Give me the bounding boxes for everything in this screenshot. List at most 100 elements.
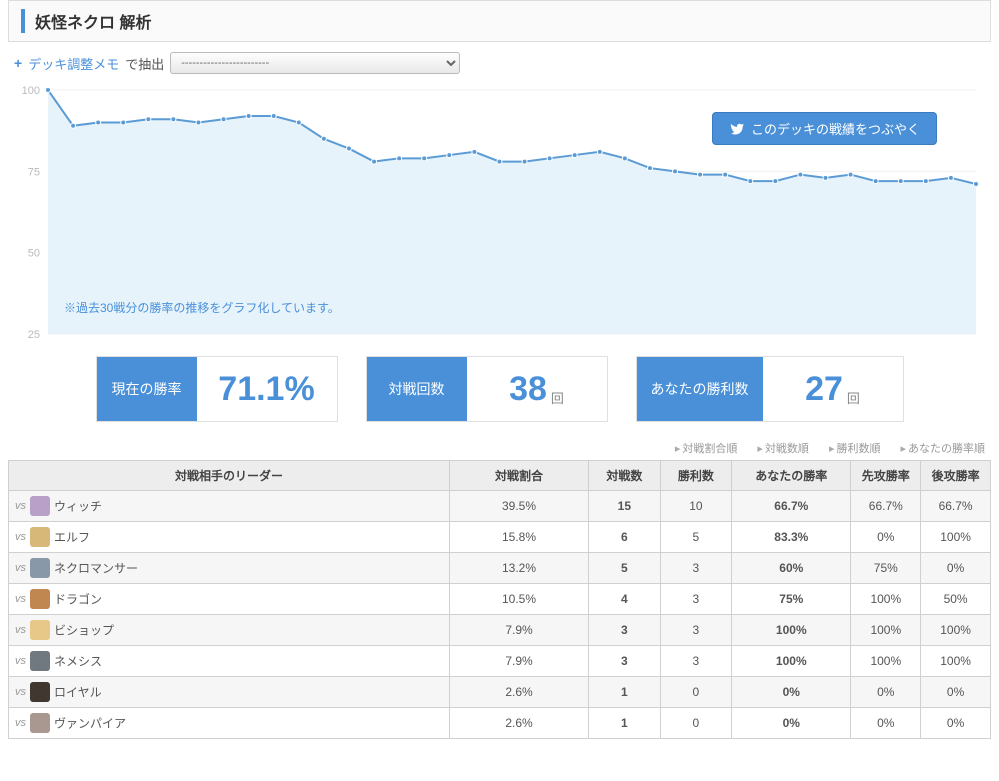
table-row: vsネメシス7.9%33100%100%100% <box>9 646 991 677</box>
tweet-label: このデッキの戦績をつぶやく <box>751 119 920 138</box>
chart-note: ※過去30戦分の勝率の推移をグラフ化しています。 <box>64 299 340 316</box>
table-cell: 100% <box>921 615 991 646</box>
table-cell: 15.8% <box>449 522 588 553</box>
leader-name: ドラゴン <box>54 593 102 607</box>
table-cell: 13.2% <box>449 553 588 584</box>
page-title: 妖怪ネクロ 解析 <box>21 9 978 33</box>
plus-icon: + <box>14 55 22 71</box>
avatar <box>30 651 50 671</box>
stat-winrate-value: 71.1% <box>218 370 314 409</box>
tweet-button[interactable]: このデッキの戦績をつぶやく <box>712 112 937 145</box>
table-cell: 100% <box>732 646 851 677</box>
table-cell: 0% <box>732 708 851 739</box>
leader-name-cell: vsネクロマンサー <box>9 553 450 584</box>
stat-matches-value: 38 <box>509 370 547 409</box>
sort-link[interactable]: ▸対戦割合順 <box>665 443 738 455</box>
table-cell: 75% <box>732 584 851 615</box>
table-header: 対戦数 <box>589 461 661 491</box>
avatar <box>30 496 50 516</box>
avatar <box>30 682 50 702</box>
table-cell: 1 <box>589 677 661 708</box>
avatar <box>30 589 50 609</box>
table-cell: 0% <box>732 677 851 708</box>
leader-name: ヴァンパイア <box>54 717 126 731</box>
leader-name: エルフ <box>54 531 90 545</box>
table-cell: 3 <box>660 584 732 615</box>
table-row: vsロイヤル2.6%100%0%0% <box>9 677 991 708</box>
table-cell: 100% <box>851 615 921 646</box>
leader-name-cell: vs ネメシス <box>9 646 450 677</box>
leader-name: ウィッチ <box>54 500 102 514</box>
table-header: あなたの勝率 <box>732 461 851 491</box>
stat-wins-unit: 回 <box>847 388 860 407</box>
leader-name-cell: vs エルフ <box>9 522 450 553</box>
stat-wins-value: 27 <box>805 370 843 409</box>
vs-label: vs <box>15 593 26 605</box>
table-cell: 3 <box>660 553 732 584</box>
leader-name-cell: vs ビショップ <box>9 615 450 646</box>
svg-text:50: 50 <box>28 248 40 260</box>
svg-text:75: 75 <box>28 166 40 178</box>
table-cell: 1 <box>589 708 661 739</box>
vs-label: vs <box>15 531 26 543</box>
memo-filter-row: + デッキ調整メモ で抽出 ------------------------ <box>8 52 991 74</box>
table-cell: 10 <box>660 491 732 522</box>
stat-matches: 対戦回数 38回 <box>366 356 608 422</box>
table-cell: 3 <box>660 615 732 646</box>
table-row: vs エルフ 15.8%6583.3%0%100% <box>9 522 991 553</box>
stat-matches-unit: 回 <box>551 388 564 407</box>
leader-name: ネメシス <box>54 655 102 669</box>
table-cell: 0 <box>660 677 732 708</box>
table-cell: 0% <box>851 522 921 553</box>
table-cell: 2.6% <box>449 708 588 739</box>
table-header: 対戦相手のリーダー <box>9 461 450 491</box>
leader-name: ロイヤル <box>54 686 102 700</box>
table-cell: 0% <box>851 677 921 708</box>
stat-matches-label: 対戦回数 <box>367 357 467 421</box>
memo-suffix: で抽出 <box>125 54 164 73</box>
table-cell: 60% <box>732 553 851 584</box>
leader-name-cell: vsロイヤル <box>9 677 450 708</box>
sort-link[interactable]: ▸勝利数順 <box>819 443 881 455</box>
table-row: vsヴァンパイア2.6%100%0%0% <box>9 708 991 739</box>
stat-winrate-label: 現在の勝率 <box>97 357 197 421</box>
table-cell: 5 <box>660 522 732 553</box>
table-cell: 0% <box>921 708 991 739</box>
table-header: 後攻勝率 <box>921 461 991 491</box>
table-row: vsビショップ7.9%33100%100%100% <box>9 615 991 646</box>
table-cell: 83.3% <box>732 522 851 553</box>
sort-link[interactable]: ▸あなたの勝率順 <box>890 443 985 455</box>
title-bar: 妖怪ネクロ 解析 <box>8 0 991 42</box>
table-cell: 5 <box>589 553 661 584</box>
table-cell: 100% <box>851 646 921 677</box>
table-cell: 3 <box>660 646 732 677</box>
stat-winrate: 現在の勝率 71.1% <box>96 356 338 422</box>
vs-label: vs <box>15 624 26 636</box>
leader-name-cell: vs ウィッチ <box>9 491 450 522</box>
table-row: vsウィッチ39.5%151066.7%66.7%66.7% <box>9 491 991 522</box>
sort-link[interactable]: ▸対戦数順 <box>747 443 809 455</box>
table-cell: 100% <box>921 522 991 553</box>
table-cell: 0 <box>660 708 732 739</box>
table-cell: 6 <box>589 522 661 553</box>
table-cell: 75% <box>851 553 921 584</box>
memo-select[interactable]: ------------------------ <box>170 52 460 74</box>
table-cell: 66.7% <box>921 491 991 522</box>
table-cell: 0% <box>921 553 991 584</box>
stat-wins-label: あなたの勝利数 <box>637 357 763 421</box>
leader-name: ビショップ <box>54 624 114 638</box>
leader-table: 対戦相手のリーダー対戦割合対戦数勝利数あなたの勝率先攻勝率後攻勝率 vsウィッチ… <box>8 460 991 739</box>
leader-name-cell: vs ドラゴン <box>9 584 450 615</box>
table-cell: 50% <box>921 584 991 615</box>
table-cell: 100% <box>921 646 991 677</box>
memo-link[interactable]: デッキ調整メモ <box>28 54 119 73</box>
avatar <box>30 527 50 547</box>
vs-label: vs <box>15 562 26 574</box>
sort-links: ▸対戦割合順 ▸対戦数順 ▸勝利数順 ▸あなたの勝率順 <box>8 440 985 456</box>
winrate-chart: 255075100 このデッキの戦績をつぶやく ※過去30戦分の勝率の推移をグラ… <box>8 80 991 340</box>
table-cell: 4 <box>589 584 661 615</box>
vs-label: vs <box>15 655 26 667</box>
table-cell: 0% <box>921 677 991 708</box>
vs-label: vs <box>15 500 26 512</box>
table-cell: 66.7% <box>732 491 851 522</box>
